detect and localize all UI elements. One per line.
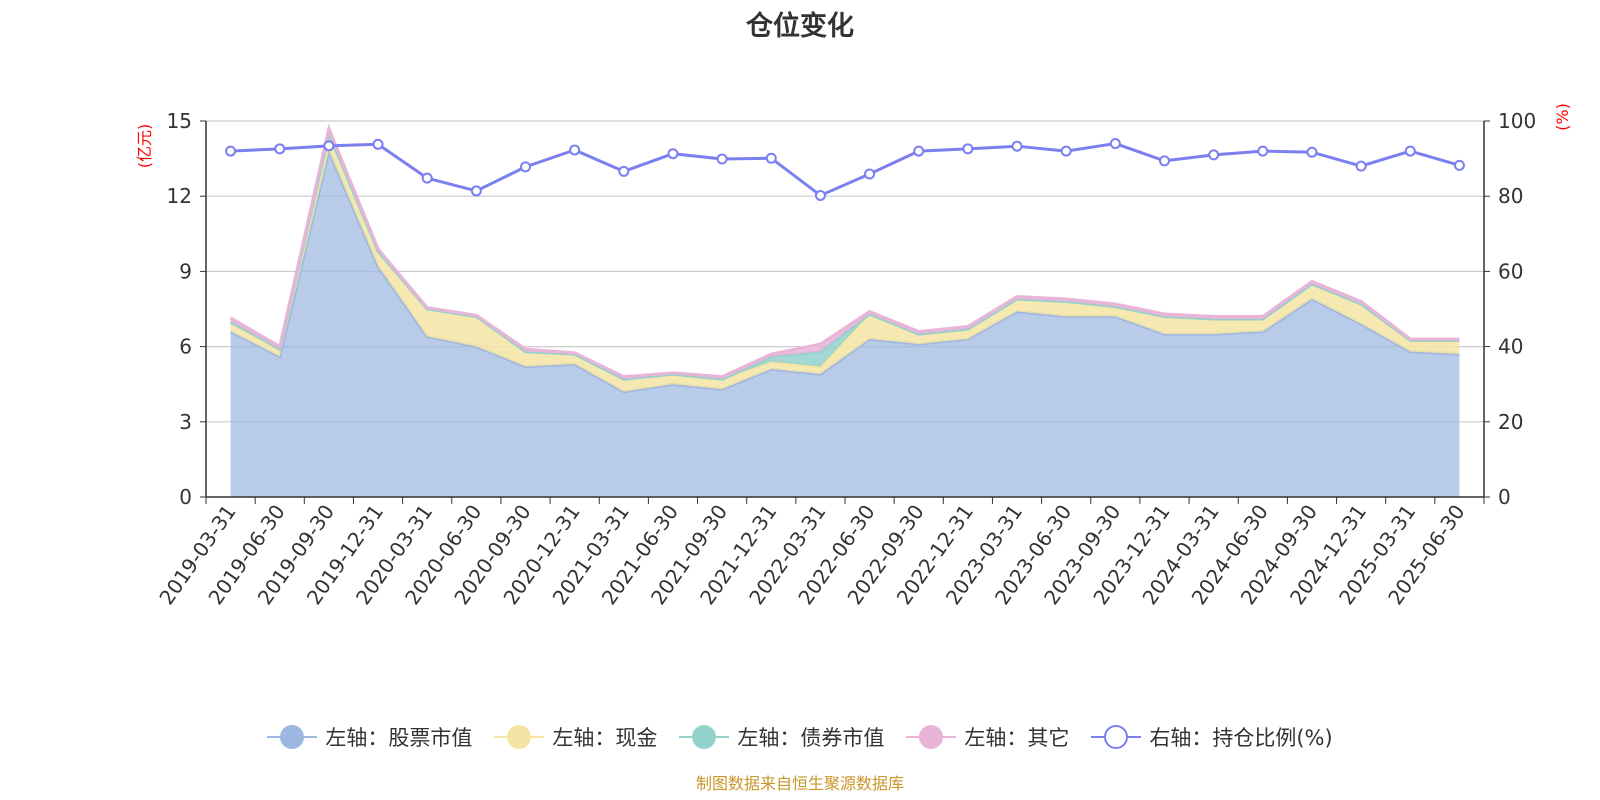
legend-label: 左轴：债券市值 bbox=[737, 726, 885, 750]
ratio-point bbox=[814, 189, 826, 201]
legend-label: 左轴：其它 bbox=[964, 726, 1070, 750]
legend-item[interactable]: 左轴：债券市值 bbox=[679, 722, 884, 752]
legend-label: 右轴：持仓比例(%) bbox=[1149, 726, 1333, 750]
ratio-point bbox=[1159, 155, 1170, 167]
right-tick-label: 80 bbox=[1498, 184, 1523, 208]
legend-swatch-icon bbox=[1091, 724, 1142, 750]
legend-label: 左轴：股票市值 bbox=[325, 726, 473, 750]
ratio-point bbox=[913, 145, 925, 157]
ratio-point bbox=[1306, 146, 1318, 158]
legend-swatch-icon bbox=[906, 724, 957, 750]
left-tick-label: 9 bbox=[179, 259, 192, 283]
stacked-areas bbox=[229, 123, 1460, 497]
source-note: 制图数据来自恒生聚源数据库 bbox=[695, 774, 904, 793]
ratio-point bbox=[1257, 145, 1269, 157]
ratio-line bbox=[225, 138, 1465, 201]
ratio-point bbox=[569, 144, 581, 156]
chart-title: 仓位变化 bbox=[746, 11, 854, 42]
ratio-series-line bbox=[230, 142, 1460, 198]
left-axis-unit-label: (亿元) bbox=[135, 124, 154, 169]
area-1 bbox=[230, 133, 1460, 392]
ratio-point bbox=[1208, 149, 1220, 161]
left-tick-label: 0 bbox=[179, 485, 192, 509]
ratio-point bbox=[1011, 140, 1023, 152]
ratio-point bbox=[421, 172, 433, 184]
ratio-point bbox=[372, 138, 384, 150]
right-tick-label: 20 bbox=[1498, 410, 1523, 434]
left-tick-label: 3 bbox=[179, 410, 192, 434]
legend-item[interactable]: 左轴：其它 bbox=[906, 722, 1069, 752]
legend-item[interactable]: 右轴：持仓比例(%) bbox=[1091, 722, 1333, 752]
left-tick-label: 6 bbox=[179, 335, 192, 359]
legend: 左轴：股票市值 左轴：现金 左轴：债券市值 左轴：其它 右轴：持仓比例(%) bbox=[0, 722, 1600, 752]
legend-swatch-icon bbox=[494, 724, 545, 750]
legend-item[interactable]: 左轴：股票市值 bbox=[267, 722, 472, 752]
ratio-point bbox=[864, 168, 876, 180]
ratio-point bbox=[716, 153, 728, 165]
ratio-point bbox=[765, 152, 777, 164]
ratio-point bbox=[1404, 145, 1416, 157]
left-tick-label: 15 bbox=[167, 109, 192, 133]
ratio-point bbox=[225, 145, 237, 157]
ratio-point bbox=[1109, 138, 1121, 150]
right-tick-label: 0 bbox=[1498, 485, 1511, 509]
ratio-point bbox=[618, 165, 630, 177]
right-tick-label: 100 bbox=[1498, 109, 1536, 133]
ratio-point bbox=[520, 161, 531, 173]
right-tick-label: 60 bbox=[1498, 259, 1523, 283]
ratio-point bbox=[962, 143, 974, 155]
legend-label: 左轴：现金 bbox=[552, 726, 658, 750]
right-axis-unit-label: (%) bbox=[1553, 103, 1572, 131]
ratio-point bbox=[1453, 159, 1465, 171]
ratio-point bbox=[1060, 145, 1072, 157]
left-tick-label: 12 bbox=[167, 184, 192, 208]
legend-swatch-icon bbox=[267, 724, 318, 750]
legend-item[interactable]: 左轴：现金 bbox=[494, 722, 657, 752]
legend-swatch-icon bbox=[679, 724, 730, 750]
ratio-point bbox=[667, 148, 679, 160]
right-tick-label: 40 bbox=[1498, 335, 1523, 359]
area-edge-3 bbox=[229, 123, 1460, 379]
ratio-point bbox=[323, 140, 335, 152]
area-0 bbox=[230, 151, 1460, 497]
ratio-point bbox=[274, 143, 286, 155]
ratio-point bbox=[470, 185, 482, 197]
ratio-point bbox=[1355, 160, 1367, 172]
